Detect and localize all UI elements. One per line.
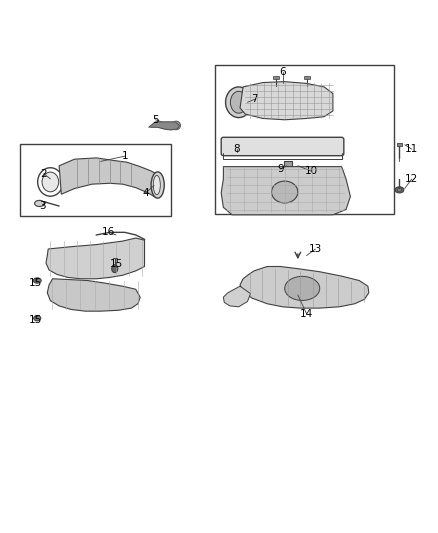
Text: 15: 15	[110, 260, 123, 269]
Ellipse shape	[112, 265, 118, 273]
Bar	[215, 65, 394, 214]
Text: 14: 14	[300, 309, 313, 319]
Ellipse shape	[34, 316, 41, 321]
Ellipse shape	[153, 175, 160, 195]
Ellipse shape	[151, 172, 164, 198]
Polygon shape	[47, 279, 140, 311]
Text: 6: 6	[279, 67, 286, 77]
Text: 16: 16	[102, 228, 115, 237]
Circle shape	[172, 121, 180, 130]
Bar	[397, 143, 402, 146]
Text: 13: 13	[309, 244, 322, 254]
Text: 3: 3	[39, 201, 46, 211]
Polygon shape	[240, 82, 333, 120]
Ellipse shape	[33, 278, 41, 283]
Ellipse shape	[397, 188, 402, 191]
Text: 12: 12	[405, 174, 418, 184]
Polygon shape	[46, 238, 145, 279]
Bar	[20, 144, 171, 216]
Ellipse shape	[395, 187, 404, 193]
Text: 8: 8	[233, 144, 240, 154]
Text: 5: 5	[152, 115, 159, 125]
Polygon shape	[240, 266, 369, 308]
Polygon shape	[59, 158, 158, 197]
Text: 15: 15	[28, 315, 42, 325]
Text: 2: 2	[40, 168, 47, 179]
Ellipse shape	[35, 200, 44, 206]
Ellipse shape	[42, 172, 59, 192]
Text: 7: 7	[251, 94, 258, 104]
Bar	[304, 76, 310, 79]
Bar	[284, 161, 292, 167]
Text: 4: 4	[142, 188, 149, 198]
Ellipse shape	[230, 91, 247, 113]
FancyBboxPatch shape	[221, 138, 344, 156]
Text: 9: 9	[277, 164, 284, 174]
Text: 15: 15	[28, 278, 42, 288]
Text: 1: 1	[121, 151, 128, 161]
Text: 10: 10	[304, 166, 318, 176]
Bar	[273, 76, 279, 79]
Ellipse shape	[226, 87, 252, 118]
Polygon shape	[149, 122, 180, 130]
Text: 11: 11	[405, 144, 418, 154]
Ellipse shape	[285, 276, 320, 301]
Polygon shape	[223, 286, 251, 307]
Polygon shape	[221, 167, 350, 215]
Ellipse shape	[272, 181, 298, 203]
